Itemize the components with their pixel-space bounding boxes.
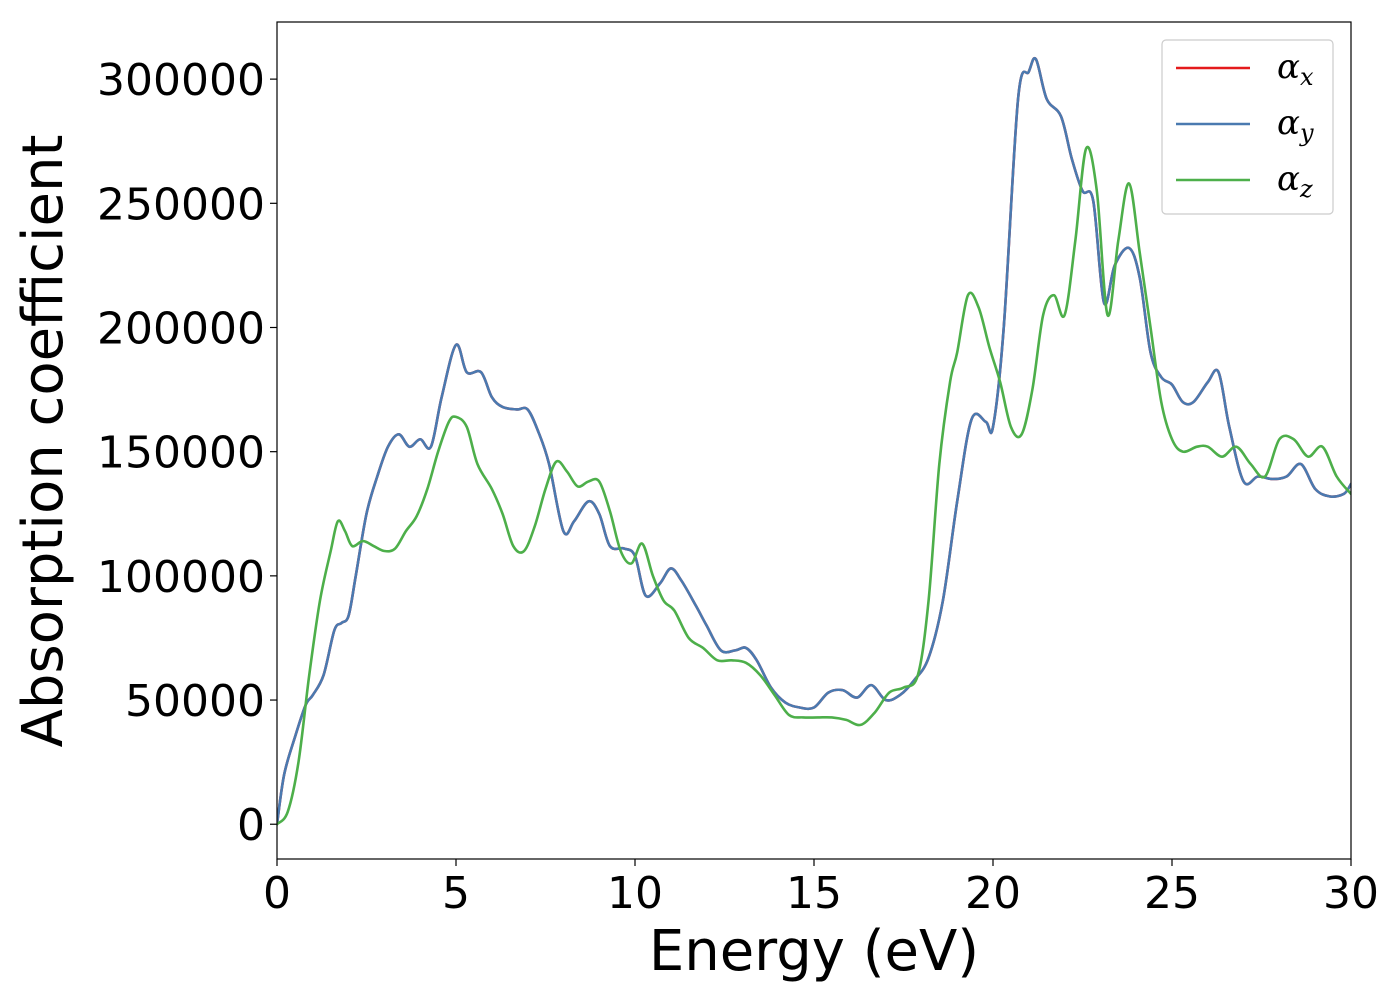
y-axis-title: Absorption coefficient [11, 135, 76, 748]
x-axis-title: Energy (eV) [649, 919, 979, 984]
x-tick-label: 10 [607, 868, 663, 919]
legend-label-alpha-z: αz [1277, 159, 1313, 203]
x-tick-label: 5 [442, 868, 470, 919]
y-tick-label: 100000 [97, 552, 265, 603]
legend-label-alpha-y: αy [1277, 103, 1314, 147]
series-line-alpha-z [277, 145, 1351, 826]
x-tick-label: 30 [1323, 868, 1379, 919]
y-tick-label: 0 [237, 800, 265, 851]
y-tick-label: 300000 [97, 55, 265, 106]
x-axis: 0 5 10 15 20 25 30 [263, 859, 1379, 919]
y-tick-label: 200000 [97, 303, 265, 354]
y-tick-label: 250000 [97, 179, 265, 230]
x-tick-label: 0 [263, 868, 291, 919]
legend-box [1161, 39, 1334, 215]
series-layer [277, 56, 1351, 826]
legend-label-alpha-x: αx [1277, 47, 1314, 91]
y-tick-label: 50000 [125, 676, 265, 727]
x-tick-label: 25 [1144, 868, 1200, 919]
legend: αx αy αz [1161, 39, 1334, 215]
y-tick-label: 150000 [97, 428, 265, 479]
x-tick-label: 15 [786, 868, 842, 919]
x-tick-label: 20 [965, 868, 1021, 919]
y-axis: 0 50000 100000 150000 200000 250000 300000 [97, 55, 277, 851]
